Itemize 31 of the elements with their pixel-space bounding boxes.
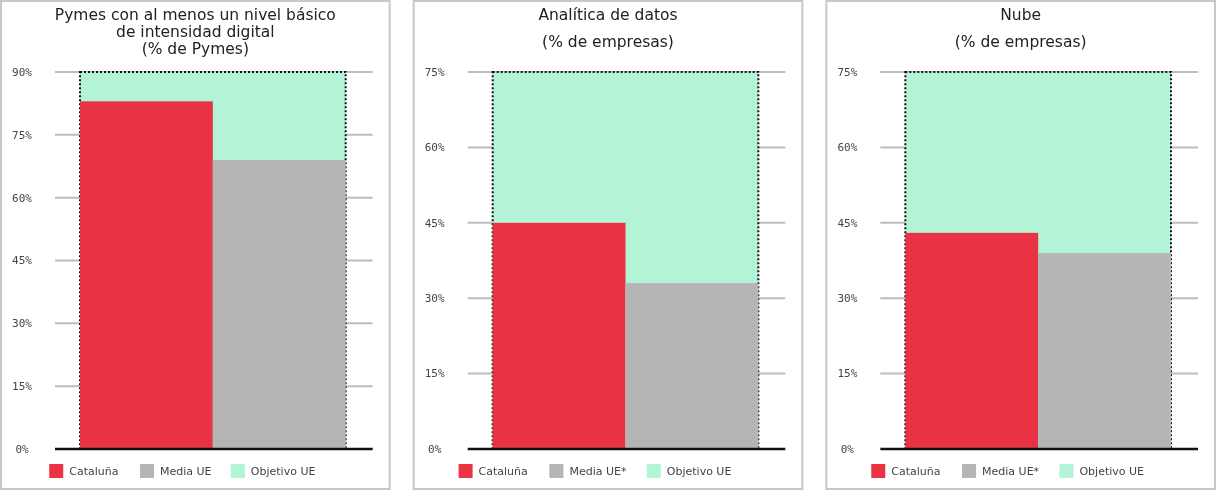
chart-title: Nube (% de empresas) (954, 6, 1087, 51)
y-tick-label: 75% (837, 65, 858, 79)
chart-title: Analítica de datos (% de empresas) (538, 6, 678, 51)
y-tick-label: 45% (12, 254, 33, 268)
y-tick-label: 30% (837, 292, 858, 306)
legend-label: Objetivo UE (250, 464, 316, 478)
chart-title: Pymes con al menos un nivel básico de intensidad digital (% de Pymes) (54, 6, 336, 58)
y-tick-label: 45% (837, 216, 858, 230)
y-tick-label: 15% (837, 367, 858, 381)
y-tick-label: 60% (12, 191, 33, 205)
band-label: Objetivo UE (666, 464, 732, 478)
y-tick-label: 30% (12, 317, 33, 331)
y-tick-label: 60% (424, 141, 445, 155)
y-tick-label: 0% (428, 442, 442, 456)
legend-label: Cataluña (478, 464, 528, 478)
y-tick-label: 15% (12, 380, 33, 394)
y-tick-label: 0% (15, 442, 29, 456)
legend-label: Media UE (160, 464, 212, 478)
y-tick-label: 30% (424, 292, 445, 306)
y-tick-label: 90% (12, 65, 33, 79)
legend-label: Media UE* (982, 464, 1040, 478)
legend-label: Cataluña (891, 464, 941, 478)
y-tick-label: 60% (837, 141, 858, 155)
y-tick-label: 15% (424, 367, 445, 381)
y-tick-label: 45% (424, 216, 445, 230)
y-tick-label: 0% (840, 442, 855, 456)
legend-label: Media UE* (569, 464, 627, 478)
band-label: Objetivo UE (1079, 464, 1145, 478)
y-tick-label: 75% (424, 65, 445, 79)
legend-label: Cataluña (69, 464, 119, 478)
y-tick-label: 75% (12, 128, 33, 142)
